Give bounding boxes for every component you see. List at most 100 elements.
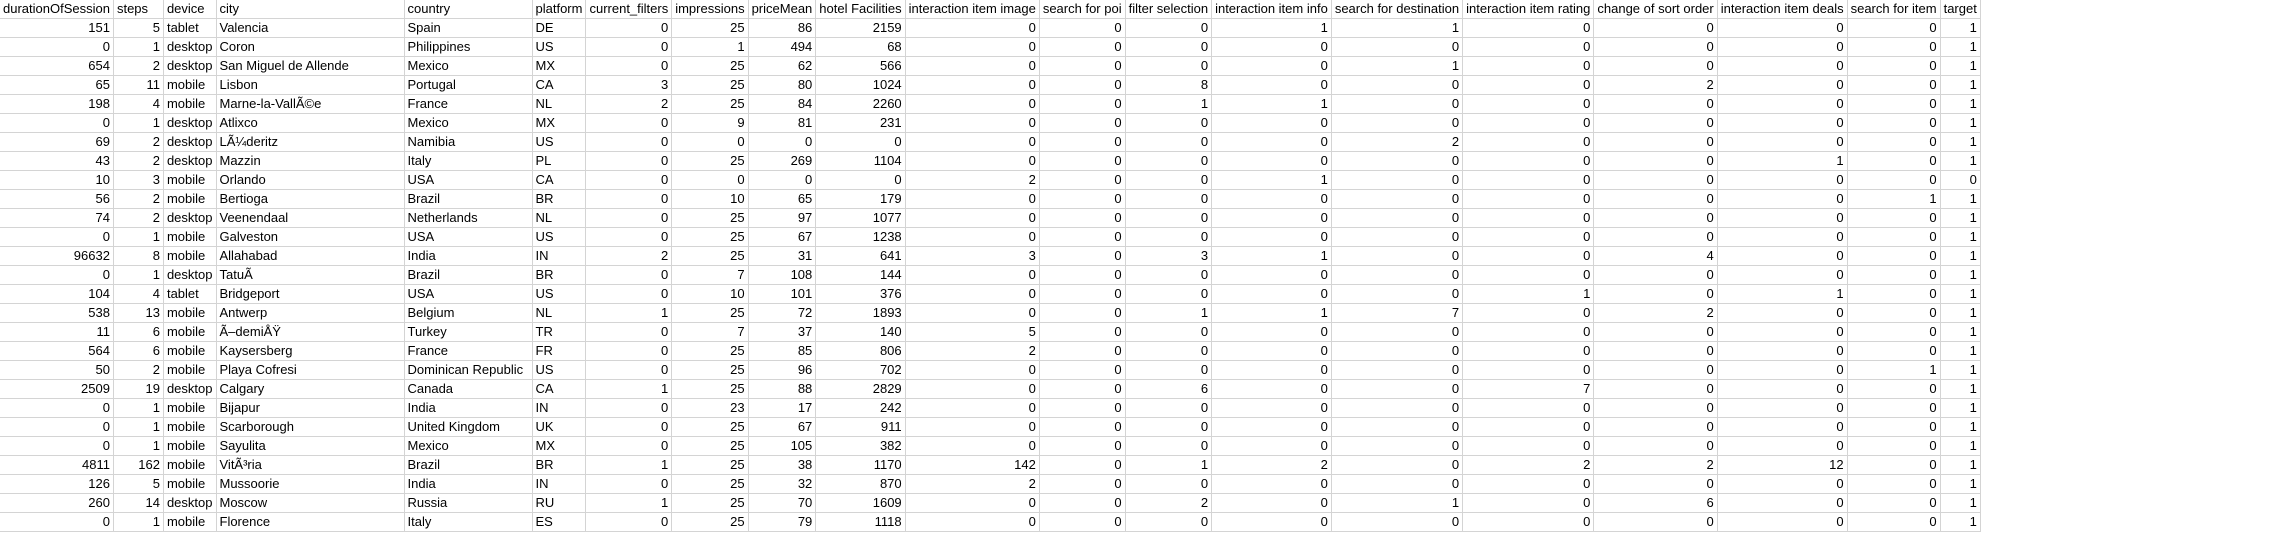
cell-platform[interactable]: BR bbox=[532, 455, 587, 475]
cell-country[interactable]: Mexico bbox=[404, 436, 533, 456]
cell-target[interactable]: 1 bbox=[1940, 303, 1981, 323]
cell-search-destination[interactable]: 0 bbox=[1331, 227, 1464, 247]
cell-platform[interactable]: MX bbox=[532, 56, 587, 76]
cell-search-poi[interactable]: 0 bbox=[1039, 360, 1126, 380]
cell-impressions[interactable]: 25 bbox=[671, 246, 749, 266]
cell-device[interactable]: mobile bbox=[163, 398, 217, 418]
cell-impressions[interactable]: 25 bbox=[671, 455, 749, 475]
cell-search-poi[interactable]: 0 bbox=[1039, 436, 1126, 456]
cell-search-destination[interactable]: 0 bbox=[1331, 284, 1464, 304]
cell-ii-image[interactable]: 2 bbox=[905, 170, 1040, 190]
cell-platform[interactable]: UK bbox=[532, 417, 587, 437]
cell-ii-image[interactable]: 0 bbox=[905, 151, 1040, 171]
cell-steps[interactable]: 1 bbox=[113, 113, 164, 133]
cell-search-destination[interactable]: 0 bbox=[1331, 189, 1464, 209]
cell-priceMean[interactable]: 31 bbox=[748, 246, 817, 266]
cell-steps[interactable]: 1 bbox=[113, 265, 164, 285]
cell-ii-info[interactable]: 0 bbox=[1211, 436, 1332, 456]
cell-priceMean[interactable]: 62 bbox=[748, 56, 817, 76]
cell-search-destination[interactable]: 0 bbox=[1331, 75, 1464, 95]
cell-city[interactable]: Florence bbox=[216, 512, 405, 532]
cell-priceMean[interactable]: 0 bbox=[748, 132, 817, 152]
cell-duration[interactable]: 0 bbox=[0, 37, 114, 57]
cell-search-destination[interactable]: 0 bbox=[1331, 208, 1464, 228]
cell-filter-selection[interactable]: 0 bbox=[1125, 284, 1213, 304]
cell-filter-selection[interactable]: 2 bbox=[1125, 493, 1213, 513]
cell-priceMean[interactable]: 88 bbox=[748, 379, 817, 399]
cell-platform[interactable]: US bbox=[532, 284, 587, 304]
cell-ii-info[interactable]: 0 bbox=[1211, 341, 1332, 361]
cell-ii-rating[interactable]: 0 bbox=[1462, 189, 1595, 209]
cell-platform[interactable]: IN bbox=[532, 474, 587, 494]
cell-priceMean[interactable]: 81 bbox=[748, 113, 817, 133]
cell-priceMean[interactable]: 32 bbox=[748, 474, 817, 494]
cell-platform[interactable]: TR bbox=[532, 322, 587, 342]
cell-priceMean[interactable]: 494 bbox=[748, 37, 817, 57]
cell-device[interactable]: desktop bbox=[163, 493, 217, 513]
cell-ii-info[interactable]: 0 bbox=[1211, 417, 1332, 437]
cell-country[interactable]: Netherlands bbox=[404, 208, 533, 228]
cell-city[interactable]: Kaysersberg bbox=[216, 341, 405, 361]
cell-filter-selection[interactable]: 0 bbox=[1125, 132, 1213, 152]
cell-country[interactable]: Portugal bbox=[404, 75, 533, 95]
cell-ii-info[interactable]: 2 bbox=[1211, 455, 1332, 475]
cell-platform[interactable]: RU bbox=[532, 493, 587, 513]
column-header-search-item[interactable]: search for item bbox=[1847, 0, 1941, 19]
cell-current-filters[interactable]: 2 bbox=[585, 94, 673, 114]
cell-filter-selection[interactable]: 1 bbox=[1125, 303, 1213, 323]
cell-hotel-facilities[interactable]: 140 bbox=[815, 322, 906, 342]
cell-city[interactable]: Allahabad bbox=[216, 246, 405, 266]
cell-duration[interactable]: 538 bbox=[0, 303, 114, 323]
cell-search-poi[interactable]: 0 bbox=[1039, 94, 1126, 114]
cell-duration[interactable]: 0 bbox=[0, 227, 114, 247]
cell-steps[interactable]: 4 bbox=[113, 94, 164, 114]
cell-ii-rating[interactable]: 0 bbox=[1462, 474, 1595, 494]
cell-ii-info[interactable]: 0 bbox=[1211, 208, 1332, 228]
cell-city[interactable]: Bijapur bbox=[216, 398, 405, 418]
cell-ii-info[interactable]: 0 bbox=[1211, 398, 1332, 418]
cell-ii-rating[interactable]: 0 bbox=[1462, 360, 1595, 380]
cell-device[interactable]: desktop bbox=[163, 151, 217, 171]
cell-platform[interactable]: DE bbox=[532, 18, 587, 38]
cell-hotel-facilities[interactable]: 806 bbox=[815, 341, 906, 361]
cell-steps[interactable]: 19 bbox=[113, 379, 164, 399]
cell-city[interactable]: VitÃ³ria bbox=[216, 455, 405, 475]
cell-search-item[interactable]: 0 bbox=[1847, 56, 1941, 76]
column-header-target[interactable]: target bbox=[1940, 0, 1981, 19]
cell-steps[interactable]: 1 bbox=[113, 227, 164, 247]
cell-ii-deals[interactable]: 0 bbox=[1717, 417, 1848, 437]
cell-priceMean[interactable]: 85 bbox=[748, 341, 817, 361]
cell-steps[interactable]: 1 bbox=[113, 436, 164, 456]
cell-impressions[interactable]: 0 bbox=[671, 132, 749, 152]
cell-ii-deals[interactable]: 1 bbox=[1717, 151, 1848, 171]
cell-ii-deals[interactable]: 0 bbox=[1717, 322, 1848, 342]
cell-ii-info[interactable]: 1 bbox=[1211, 303, 1332, 323]
cell-ii-image[interactable]: 0 bbox=[905, 303, 1040, 323]
cell-search-destination[interactable]: 0 bbox=[1331, 379, 1464, 399]
cell-city[interactable]: Atlixco bbox=[216, 113, 405, 133]
cell-ii-rating[interactable]: 0 bbox=[1462, 113, 1595, 133]
cell-platform[interactable]: CA bbox=[532, 170, 587, 190]
cell-device[interactable]: mobile bbox=[163, 246, 217, 266]
cell-country[interactable]: Canada bbox=[404, 379, 533, 399]
cell-country[interactable]: Spain bbox=[404, 18, 533, 38]
cell-ii-deals[interactable]: 0 bbox=[1717, 398, 1848, 418]
cell-current-filters[interactable]: 1 bbox=[585, 455, 673, 475]
cell-target[interactable]: 1 bbox=[1940, 512, 1981, 532]
cell-filter-selection[interactable]: 0 bbox=[1125, 512, 1213, 532]
cell-search-item[interactable]: 0 bbox=[1847, 417, 1941, 437]
cell-ii-info[interactable]: 0 bbox=[1211, 322, 1332, 342]
cell-device[interactable]: desktop bbox=[163, 132, 217, 152]
cell-ii-deals[interactable]: 0 bbox=[1717, 303, 1848, 323]
cell-country[interactable]: Dominican Republic bbox=[404, 360, 533, 380]
cell-search-destination[interactable]: 1 bbox=[1331, 56, 1464, 76]
cell-city[interactable]: Calgary bbox=[216, 379, 405, 399]
cell-device[interactable]: mobile bbox=[163, 455, 217, 475]
cell-priceMean[interactable]: 108 bbox=[748, 265, 817, 285]
cell-steps[interactable]: 2 bbox=[113, 189, 164, 209]
cell-target[interactable]: 1 bbox=[1940, 322, 1981, 342]
cell-priceMean[interactable]: 86 bbox=[748, 18, 817, 38]
cell-impressions[interactable]: 25 bbox=[671, 493, 749, 513]
cell-country[interactable]: Brazil bbox=[404, 265, 533, 285]
cell-sort-order[interactable]: 0 bbox=[1593, 398, 1718, 418]
